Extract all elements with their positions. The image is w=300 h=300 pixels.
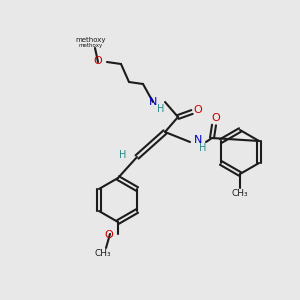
Text: H: H: [119, 150, 127, 160]
Text: O: O: [212, 113, 220, 123]
Text: CH₃: CH₃: [232, 190, 248, 199]
Text: H: H: [199, 143, 207, 153]
Text: N: N: [194, 135, 202, 145]
Text: N: N: [148, 97, 157, 107]
Text: methoxy: methoxy: [79, 43, 103, 47]
Text: H: H: [157, 104, 165, 114]
Text: CH₃: CH₃: [95, 250, 111, 259]
Text: methoxy: methoxy: [76, 37, 106, 43]
Text: O: O: [194, 105, 202, 115]
Text: O: O: [93, 56, 102, 66]
Text: O: O: [104, 230, 113, 240]
